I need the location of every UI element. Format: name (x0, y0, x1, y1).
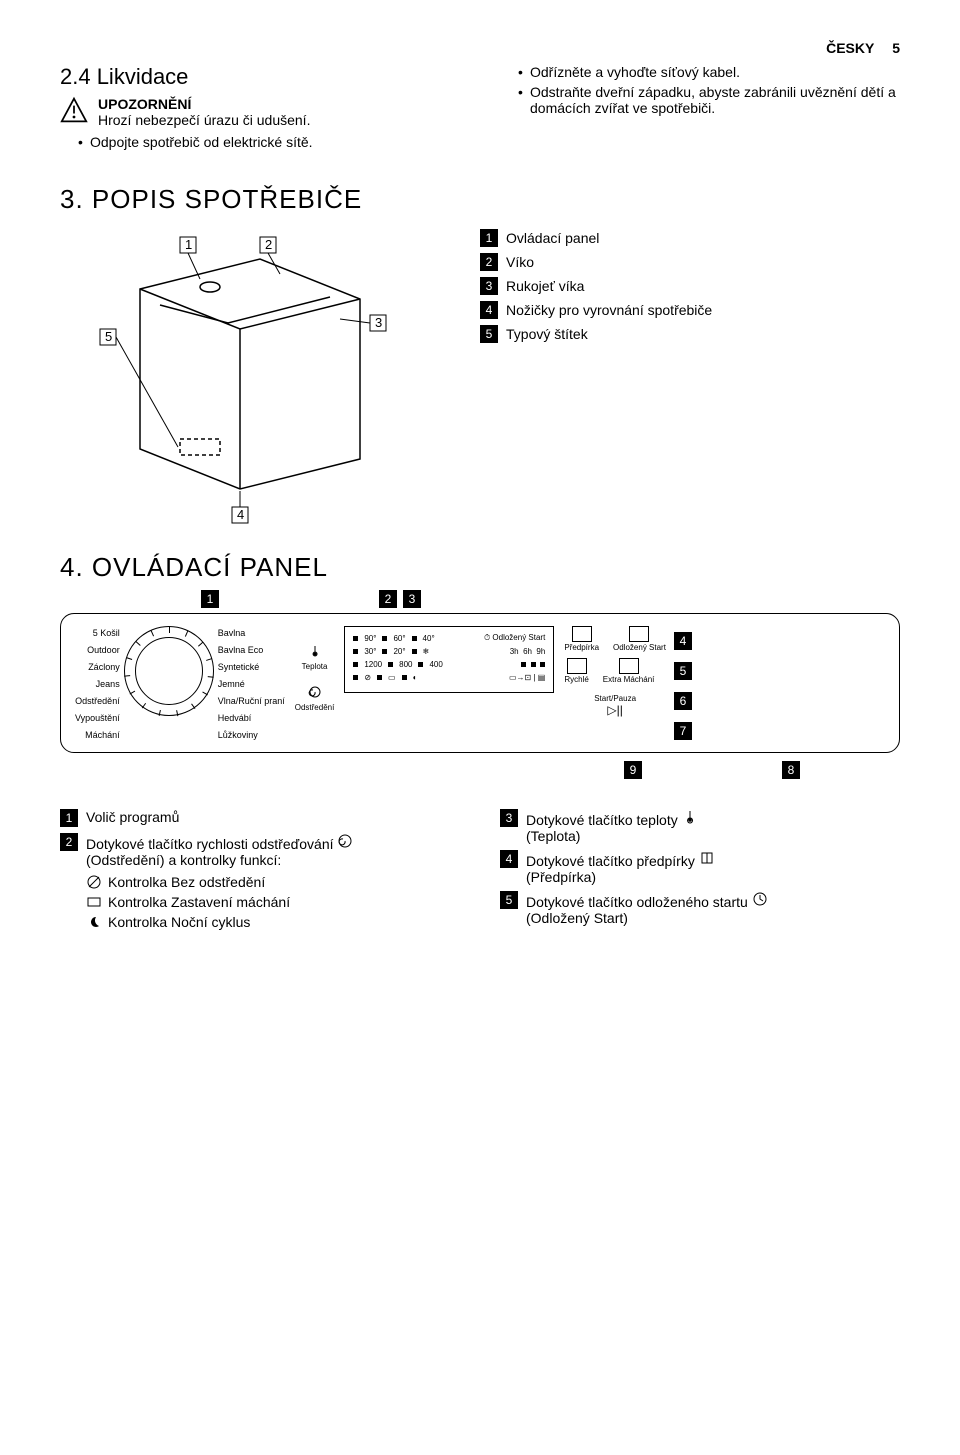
prog-label: Outdoor (75, 645, 120, 655)
legend-text: Ovládací panel (506, 230, 599, 246)
legend-text: Dotykové tlačítko předpírky (526, 853, 695, 869)
thermometer-icon (682, 809, 698, 825)
svg-text:2: 2 (265, 237, 272, 252)
start-pause-button[interactable]: Start/Pauza ▷|| (564, 694, 666, 717)
display-panel: 90° 60° 40° ⏱ Odložený Start 30° 20° ❄ 3… (344, 626, 554, 693)
warn-text: Hrozí nebezpečí úrazu či udušení. (98, 112, 310, 128)
sec24-title: 2.4 Likvidace (60, 64, 460, 90)
legend-num: 4 (480, 301, 498, 319)
right-bullets: Odřízněte a vyhoďte síťový kabel. Odstra… (500, 64, 900, 116)
legend-text: Víko (506, 254, 534, 270)
legend-text: Typový štítek (506, 326, 588, 342)
prog-label: Vypouštění (75, 713, 120, 723)
prewash-button[interactable]: Předpírka (564, 626, 599, 652)
lang-label: ČESKY (826, 40, 874, 56)
legend-sub: (Odložený Start) (526, 910, 768, 926)
option-buttons: Předpírka Odložený Start Rychlé Extra Má… (564, 626, 666, 717)
extra-rinse-button[interactable]: Extra Máchání (603, 658, 655, 684)
prog-label: Jemné (218, 679, 285, 689)
prog-label: 5 Košil (75, 628, 120, 638)
prog-label: Záclony (75, 662, 120, 672)
page-number: 5 (892, 40, 900, 56)
legend-num: 4 (500, 850, 518, 868)
legend-num: 3 (480, 277, 498, 295)
prog-label: Syntetické (218, 662, 285, 672)
appliance-diagram: 1 2 3 5 4 (60, 229, 420, 529)
night-icon (86, 914, 102, 930)
prog-label: Hedvábí (218, 713, 285, 723)
quick-button[interactable]: Rychlé (564, 658, 588, 684)
item-text: Kontrolka Bez odstředění (108, 874, 265, 890)
prog-label: Jeans (75, 679, 120, 689)
svg-text:4: 4 (237, 507, 244, 522)
legend-text: Rukojeť víka (506, 278, 584, 294)
temp-button[interactable]: Teplota (295, 644, 335, 671)
item-text: Kontrolka Noční cyklus (108, 914, 250, 930)
thermometer-icon (308, 644, 322, 658)
clock-icon (752, 891, 768, 907)
legend-text: Dotykové tlačítko teploty (526, 812, 678, 828)
callout-8: 8 (782, 761, 800, 779)
legend-text: Dotykové tlačítko rychlosti odstřeďování (86, 836, 334, 852)
legend-num: 5 (480, 325, 498, 343)
callout-9: 9 (624, 761, 642, 779)
prog-label: Máchání (75, 730, 120, 740)
page-header: ČESKY 5 (60, 40, 900, 56)
warn-title: UPOZORNĚNÍ (98, 96, 310, 112)
svg-text:1: 1 (185, 237, 192, 252)
sec4-title: 4. OVLÁDACÍ PANEL (60, 552, 900, 583)
svg-text:3: 3 (375, 315, 382, 330)
legend-text: Nožičky pro vyrovnání spotřebiče (506, 302, 712, 318)
prog-label: Bavlna (218, 628, 285, 638)
legend-sub: (Odstředění) a kontrolky funkcí: (86, 852, 353, 868)
callout-6: 6 (674, 692, 692, 710)
legend-sub: (Teplota) (526, 828, 698, 844)
legend-list: 1 Ovládací panel 2 Víko 3 Rukojeť víka 4 Nož… (480, 229, 900, 343)
prewash-icon (699, 850, 715, 866)
spiral-icon (308, 685, 322, 699)
prog-label: Lůžkoviny (218, 730, 285, 740)
legend-text: Dotykové tlačítko odloženého startu (526, 894, 748, 910)
svg-text:5: 5 (105, 329, 112, 344)
prog-label: Bavlna Eco (218, 645, 285, 655)
section-2-4: 2.4 Likvidace UPOZORNĚNÍ Hrozí nebezpečí… (60, 64, 900, 154)
warning-block: UPOZORNĚNÍ Hrozí nebezpečí úrazu či uduš… (60, 96, 460, 128)
legend-num: 3 (500, 809, 518, 827)
warning-icon (60, 96, 88, 124)
legend-text: Volič programů (86, 809, 179, 825)
callout-4: 4 (674, 632, 692, 650)
legend-num: 2 (480, 253, 498, 271)
appliance-figure: 1 2 3 5 4 1 Ovládací panel 2 Víko 3 Rukojeť… (60, 229, 900, 532)
control-panel-figure: 1 2 3 5 Košil Outdoor Záclony Jeans Odst… (60, 613, 900, 753)
legend-sub: (Předpírka) (526, 869, 715, 885)
delay-start-button[interactable]: Odložený Start (613, 626, 666, 652)
legend-num: 2 (60, 833, 78, 851)
prog-label: Odstředění (75, 696, 120, 706)
callout-7: 7 (674, 722, 692, 740)
left-bullets: Odpojte spotřebič od elektrické sítě. (60, 134, 460, 150)
callout-3: 3 (403, 590, 421, 608)
panel-legend: 1 Volič programů 2 Dotykové tlačítko ryc… (60, 809, 900, 934)
legend-num: 1 (480, 229, 498, 247)
spiral-icon (337, 833, 353, 849)
rinse-hold-icon (86, 894, 102, 910)
legend-num: 1 (60, 809, 78, 827)
callout-1: 1 (201, 590, 219, 608)
bullet: Odpojte spotřebič od elektrické sítě. (78, 134, 460, 150)
program-dial[interactable] (124, 626, 214, 716)
bullet: Odřízněte a vyhoďte síťový kabel. (518, 64, 900, 80)
callout-5: 5 (674, 662, 692, 680)
bullet: Odstraňte dveřní západku, abyste zabráni… (518, 84, 900, 116)
program-dial-block: 5 Košil Outdoor Záclony Jeans Odstředění… (75, 626, 285, 740)
sec3-title: 3. POPIS SPOTŘEBIČE (60, 184, 900, 215)
no-spin-icon (86, 874, 102, 890)
item-text: Kontrolka Zastavení máchání (108, 894, 290, 910)
prog-label: Vlna/Ruční praní (218, 696, 285, 706)
mid-buttons: Teplota Odstředění (295, 626, 335, 712)
spin-button[interactable]: Odstředění (295, 685, 335, 712)
callout-2: 2 (379, 590, 397, 608)
legend-num: 5 (500, 891, 518, 909)
